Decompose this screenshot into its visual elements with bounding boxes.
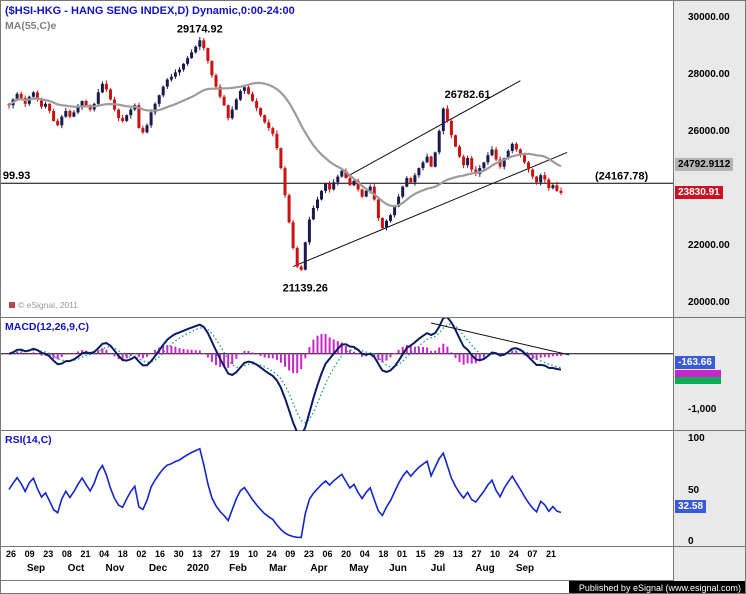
day-tick-label: 18 bbox=[117, 549, 128, 559]
chart-title: ($HSI-HKG - HANG SENG INDEX,D) Dynamic,0… bbox=[5, 5, 295, 17]
day-tick-label: 10 bbox=[248, 549, 259, 559]
rsi-scale-label: 100 bbox=[688, 433, 705, 444]
day-tick-label: 20 bbox=[341, 549, 352, 559]
day-tick-label: 09 bbox=[285, 549, 296, 559]
watermark-text: © eSignal, 2011 bbox=[18, 300, 78, 310]
rsi-chart-canvas[interactable] bbox=[1, 431, 673, 547]
price-scale-label: 30000.00 bbox=[688, 11, 730, 23]
rsi-scale-label: 50 bbox=[688, 484, 700, 496]
rsi-line bbox=[8, 447, 562, 539]
month-label: Aug bbox=[475, 563, 495, 574]
day-tick-label: 10 bbox=[490, 549, 501, 559]
day-tick-label: 16 bbox=[154, 549, 165, 559]
day-tick-label: 13 bbox=[452, 549, 463, 559]
day-tick-label: 23 bbox=[303, 549, 314, 559]
day-tick-label: 18 bbox=[378, 549, 389, 559]
day-tick-label: 23 bbox=[43, 549, 54, 559]
day-tick-label: 21 bbox=[545, 549, 556, 559]
price-annotation: 21139.26 bbox=[283, 283, 328, 295]
trendline-1 bbox=[345, 80, 521, 178]
day-tick-label: 27 bbox=[471, 549, 482, 559]
last-price-badge: 23830.91 bbox=[675, 185, 723, 199]
day-tick-label: 24 bbox=[266, 549, 277, 559]
day-tick-label: 30 bbox=[173, 549, 184, 559]
price-axis[interactable]: 24792.9112 23830.91 30000.00 28000.00 2600… bbox=[673, 1, 745, 317]
macd-histogram-badge bbox=[675, 369, 721, 377]
axis-corner bbox=[673, 547, 745, 581]
day-tick-label: 08 bbox=[61, 549, 72, 559]
macd-panel: MACD(12,26,9,C) -163.66 -1,000 bbox=[1, 318, 745, 431]
day-tick-label: 19 bbox=[229, 549, 240, 559]
macd-chart-canvas[interactable] bbox=[1, 318, 673, 431]
price-scale-label: 22000.00 bbox=[688, 240, 730, 252]
day-tick-label: 27 bbox=[210, 549, 221, 559]
macd-axis[interactable]: -163.66 -1,000 bbox=[673, 318, 745, 430]
ma-line bbox=[8, 81, 562, 208]
month-label: Dec bbox=[148, 563, 168, 574]
month-label: Jun bbox=[389, 563, 407, 574]
price-panel: 29174.92 26782.61 21139.26 99.93 (24167.78) … bbox=[1, 1, 745, 318]
time-axis[interactable]: 26 09 23 08 21 04 18 02 16 30 13 27 19 10 24 09 23 06 20 04… bbox=[1, 547, 745, 581]
hline-label: (24167.78) bbox=[595, 170, 649, 182]
month-label: Nov bbox=[105, 563, 125, 574]
day-tick-label: 21 bbox=[80, 549, 91, 559]
publisher-credit: Published by eSignal (www.esignal.com) bbox=[568, 581, 745, 593]
rsi-indicator-label: RSI(14,C) bbox=[5, 434, 52, 446]
macd-value-badge: -163.66 bbox=[675, 355, 715, 369]
month-label: May bbox=[349, 563, 369, 574]
day-tick-label: 07 bbox=[527, 549, 538, 559]
day-tick-label: 26 bbox=[5, 549, 17, 559]
rsi-value-badge: 32.58 bbox=[675, 500, 707, 514]
day-tick-label: 01 bbox=[397, 549, 408, 559]
day-tick-label: 29 bbox=[434, 549, 445, 559]
day-tick-label: 04 bbox=[359, 549, 370, 559]
rsi-axis[interactable]: 32.58 100 50 0 bbox=[673, 431, 745, 547]
macd-indicator-label: MACD(12,26,9,C) bbox=[5, 321, 90, 333]
month-label: Mar bbox=[269, 563, 287, 574]
macd-signal-badge bbox=[675, 376, 721, 384]
rsi-scale-label: 0 bbox=[688, 536, 694, 547]
price-annotation: 29174.92 bbox=[177, 23, 223, 35]
price-scale-label: 26000.00 bbox=[688, 125, 730, 137]
price-scale-label: 28000.00 bbox=[688, 68, 730, 80]
rsi-panel: RSI(14,C) 32.58 100 50 0 bbox=[1, 431, 745, 547]
day-tick-label: 04 bbox=[99, 549, 110, 559]
ma-value-badge: 24792.9112 bbox=[675, 158, 734, 172]
month-label: Sep bbox=[515, 563, 535, 574]
month-label: 2020 bbox=[186, 563, 210, 574]
macd-scale-label: -1,000 bbox=[688, 403, 717, 415]
month-label: Feb bbox=[229, 563, 247, 574]
price-annotation: 99.93 bbox=[3, 170, 31, 182]
footer-bar: Published by eSignal (www.esignal.com) bbox=[1, 581, 745, 593]
ma-indicator-label: MA(55,C)e bbox=[5, 20, 57, 32]
esignal-watermark: © eSignal, 2011 bbox=[9, 300, 78, 310]
day-tick-label: 02 bbox=[136, 549, 147, 559]
day-tick-label: 15 bbox=[415, 549, 426, 559]
trendline-0 bbox=[292, 151, 568, 268]
month-label: Apr bbox=[310, 563, 328, 574]
macd-trendline bbox=[430, 322, 570, 356]
price-annotation: 26782.61 bbox=[445, 89, 491, 101]
month-label: Oct bbox=[67, 563, 85, 574]
day-tick-label: 09 bbox=[24, 549, 35, 559]
month-label: Jul bbox=[430, 563, 446, 574]
month-label: Sep bbox=[26, 563, 46, 574]
price-scale-label: 20000.00 bbox=[688, 297, 730, 309]
price-chart-canvas[interactable]: 29174.92 26782.61 21139.26 99.93 (24167.78) bbox=[1, 1, 673, 318]
esignal-logo-icon bbox=[9, 302, 15, 308]
day-tick-label: 24 bbox=[508, 549, 519, 559]
day-tick-label: 06 bbox=[322, 549, 333, 559]
day-tick-label: 13 bbox=[192, 549, 203, 559]
